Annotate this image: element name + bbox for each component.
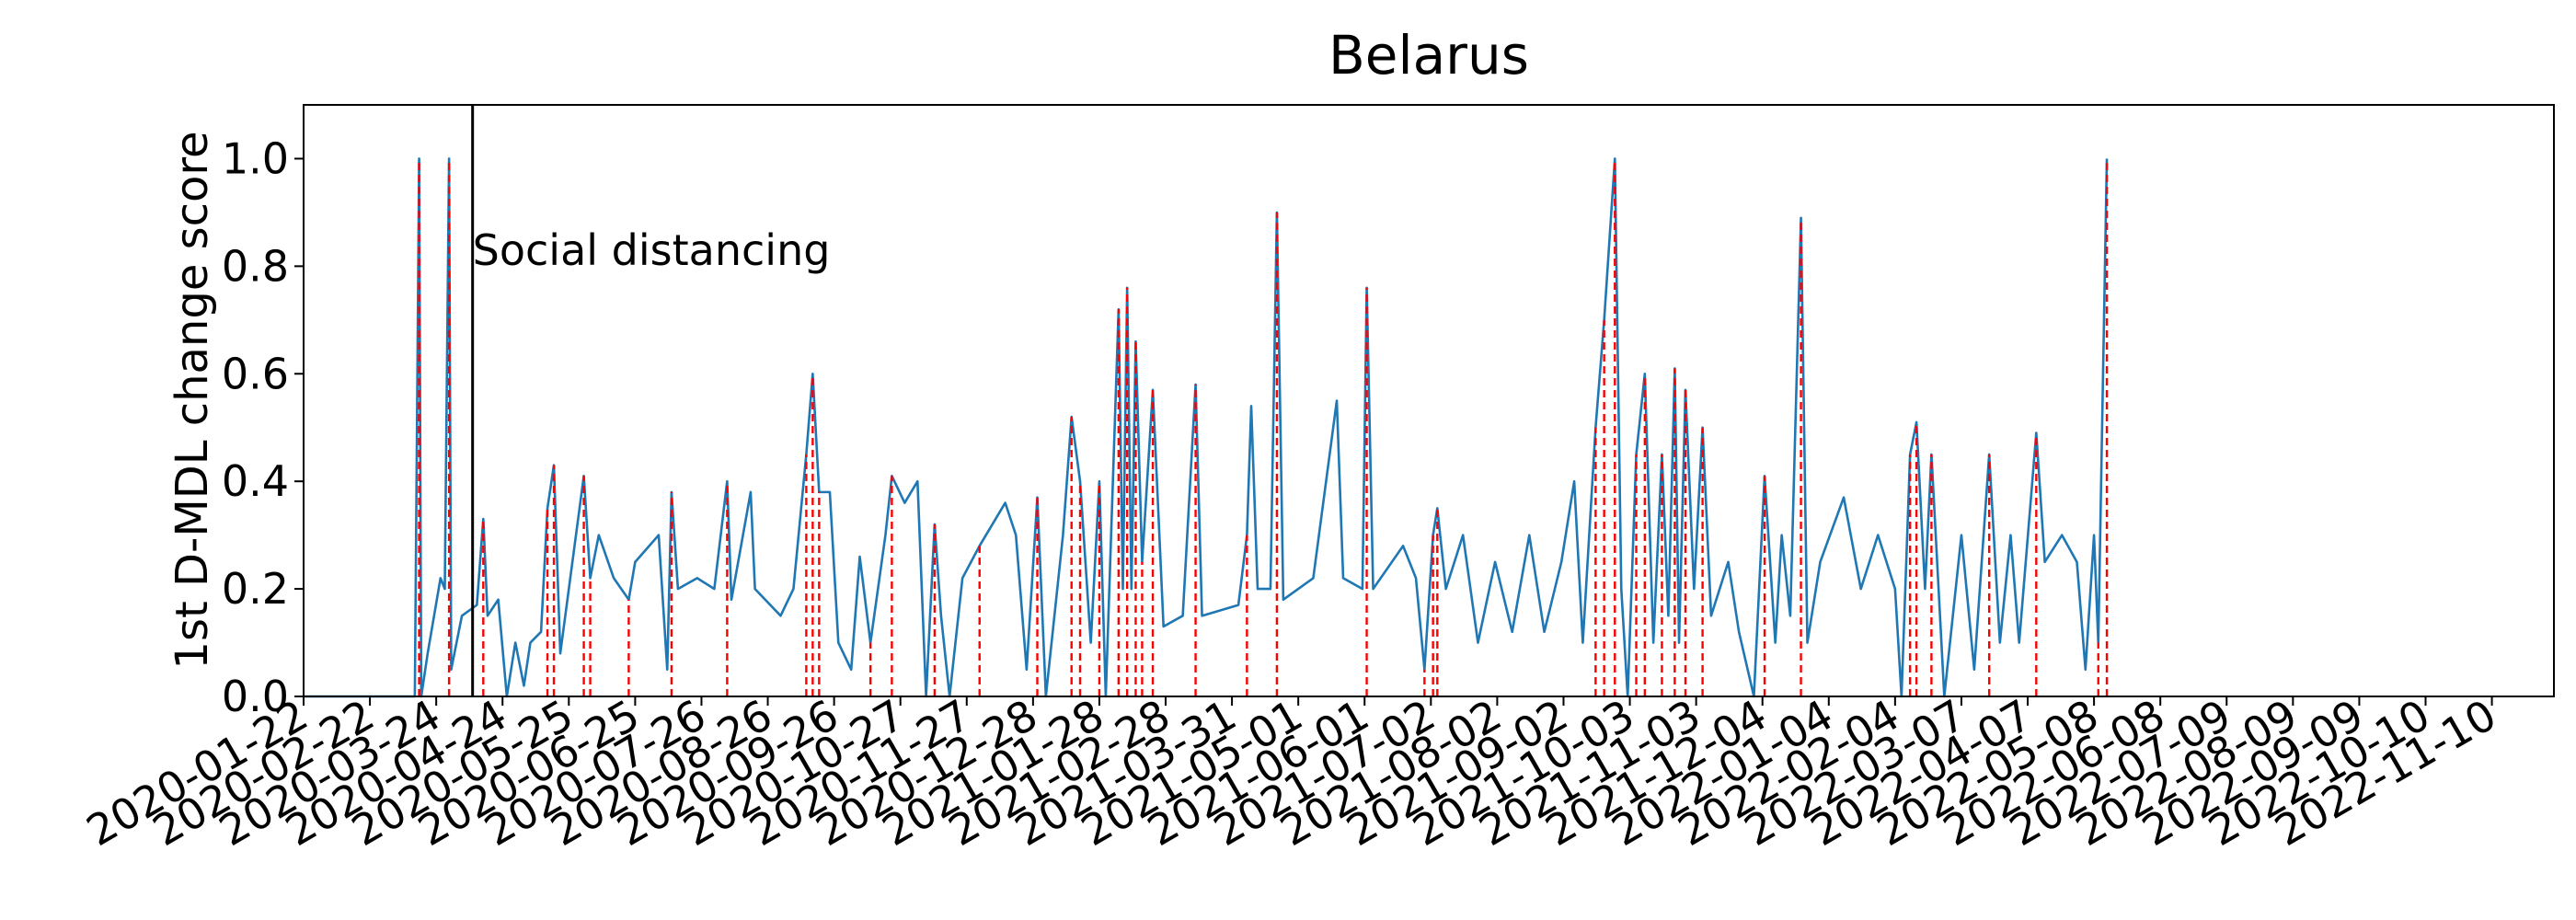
chart-title: Belarus <box>1328 24 1529 86</box>
y-tick-label: 0.0 <box>222 672 289 721</box>
y-tick-label: 0.2 <box>222 564 289 614</box>
y-tick-label: 0.4 <box>222 456 289 506</box>
y-tick-label: 0.6 <box>222 349 289 398</box>
y-axis-label: 1st D-MDL change score <box>167 131 218 669</box>
y-tick-label: 1.0 <box>222 133 289 183</box>
plot-frame <box>303 104 2555 697</box>
y-tick-label: 0.8 <box>222 241 289 291</box>
data-line <box>304 157 2109 698</box>
annotation-text: Social distancing <box>473 225 831 275</box>
